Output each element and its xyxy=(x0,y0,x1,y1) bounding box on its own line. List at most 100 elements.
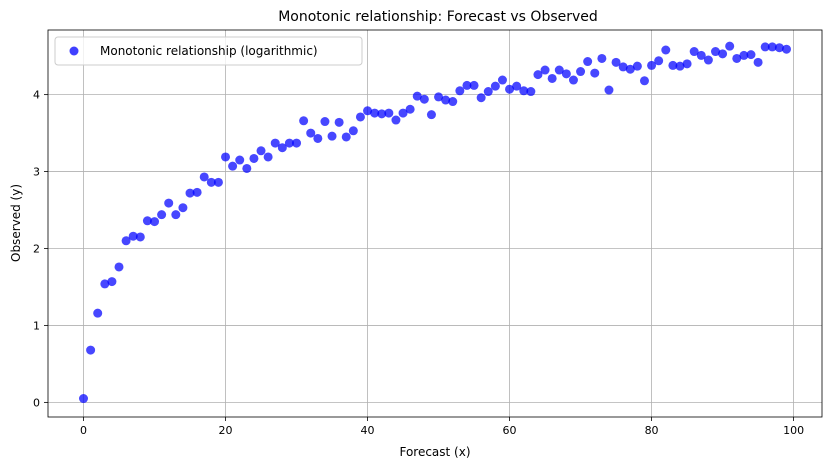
data-point xyxy=(689,47,699,57)
data-point xyxy=(561,69,571,79)
data-point xyxy=(334,117,344,127)
data-point xyxy=(355,112,365,122)
data-point xyxy=(370,108,380,118)
legend-marker xyxy=(69,46,79,56)
data-point xyxy=(121,236,131,246)
data-point xyxy=(206,177,216,187)
data-point xyxy=(568,75,578,85)
data-point xyxy=(455,86,465,96)
data-point xyxy=(150,217,160,227)
data-point xyxy=(114,262,124,272)
x-tick-label: 0 xyxy=(80,424,87,437)
data-point xyxy=(696,50,706,60)
data-point xyxy=(164,198,174,208)
y-axis-label: Observed (y) xyxy=(9,184,23,262)
legend: Monotonic relationship (logarithmic) xyxy=(54,36,363,66)
data-point xyxy=(625,64,635,74)
data-points xyxy=(79,41,791,404)
data-point xyxy=(178,203,188,213)
data-point xyxy=(554,65,564,75)
data-point xyxy=(469,80,479,90)
data-point xyxy=(327,131,337,141)
data-point xyxy=(277,143,287,153)
data-point xyxy=(760,42,770,52)
data-point xyxy=(703,55,713,65)
data-point xyxy=(391,115,401,125)
data-point xyxy=(497,75,507,85)
data-point xyxy=(668,60,678,70)
data-point xyxy=(419,94,429,104)
data-point xyxy=(476,93,486,103)
data-point xyxy=(93,308,103,318)
data-point xyxy=(185,188,195,198)
data-point xyxy=(739,50,749,60)
data-point xyxy=(448,97,458,107)
data-point xyxy=(199,172,209,182)
data-point xyxy=(682,59,692,69)
data-point xyxy=(398,108,408,118)
data-point xyxy=(306,128,316,138)
x-axis-label: Forecast (x) xyxy=(399,445,470,459)
data-point xyxy=(483,87,493,97)
data-point xyxy=(632,61,642,71)
data-point xyxy=(228,161,238,171)
data-point xyxy=(107,277,117,287)
data-point xyxy=(128,231,138,241)
data-point xyxy=(348,126,358,136)
data-point xyxy=(405,104,415,114)
data-point xyxy=(292,138,302,148)
data-point xyxy=(512,81,522,91)
data-point xyxy=(732,53,742,63)
data-point xyxy=(284,138,294,148)
data-point xyxy=(583,57,593,67)
data-point xyxy=(242,163,252,173)
data-point xyxy=(675,61,685,71)
data-point xyxy=(249,153,259,163)
data-point xyxy=(320,117,330,127)
data-point xyxy=(192,187,202,197)
data-point xyxy=(462,80,472,90)
data-point xyxy=(363,106,373,116)
y-tick-label: 1 xyxy=(33,319,40,332)
data-point xyxy=(746,50,756,60)
y-tick-label: 2 xyxy=(33,243,40,256)
y-tick-label: 3 xyxy=(33,166,40,179)
data-point xyxy=(753,57,763,67)
data-point xyxy=(547,73,557,83)
legend-box xyxy=(54,36,363,66)
data-point xyxy=(142,216,152,226)
grid-lines xyxy=(48,30,822,417)
data-point xyxy=(434,92,444,102)
data-point xyxy=(718,49,728,59)
data-point xyxy=(639,76,649,86)
data-point xyxy=(647,60,657,70)
data-point xyxy=(767,42,777,52)
data-point xyxy=(256,146,266,156)
data-point xyxy=(412,91,422,101)
chart-title: Monotonic relationship: Forecast vs Obse… xyxy=(278,9,598,25)
data-point xyxy=(781,44,791,54)
data-point xyxy=(490,81,500,91)
data-point xyxy=(576,67,586,77)
data-point xyxy=(213,177,223,187)
data-point xyxy=(135,232,145,242)
data-point xyxy=(341,132,351,142)
data-point xyxy=(100,279,110,289)
data-point xyxy=(157,210,167,220)
legend-entry-label: Monotonic relationship (logarithmic) xyxy=(100,44,318,58)
data-point xyxy=(221,152,231,162)
data-point xyxy=(313,133,323,143)
data-point xyxy=(774,43,784,53)
x-tick-label: 100 xyxy=(783,424,804,437)
data-point xyxy=(590,68,600,78)
x-tick-label: 20 xyxy=(219,424,233,437)
data-point xyxy=(597,53,607,63)
axis-ticks: 0 20 40 60 80 100 0 1 2 3 4 xyxy=(33,89,804,437)
x-tick-label: 60 xyxy=(503,424,517,437)
x-tick-label: 80 xyxy=(645,424,659,437)
data-point xyxy=(377,109,387,119)
data-point xyxy=(505,84,515,94)
